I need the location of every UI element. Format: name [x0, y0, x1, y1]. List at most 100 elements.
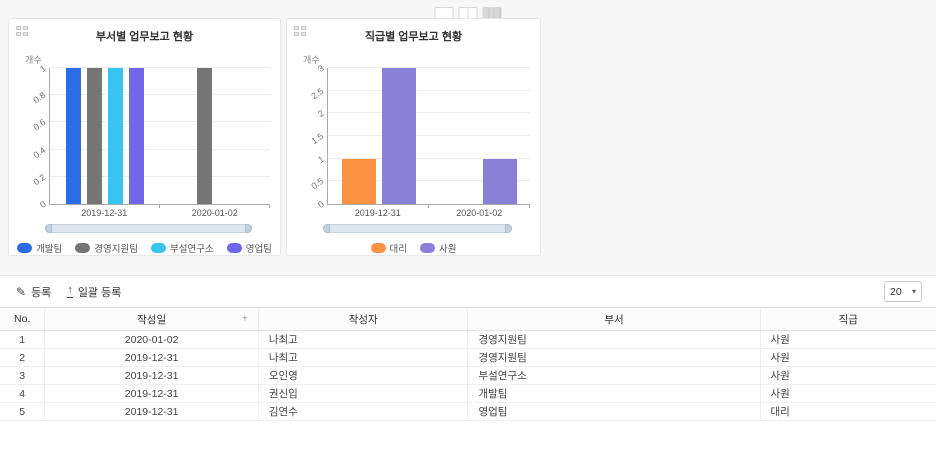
gridline [50, 94, 270, 96]
pencil-icon: ✎ [16, 284, 27, 299]
table-header-row: No. 작성일 + 작성자 부서 직급 [0, 307, 936, 331]
legend-item-개발팀[interactable]: 개발팀 [17, 241, 62, 255]
charts-section: 부서별 업무보고 현황 개수 0 0.2 0.4 0.6 0.8 1 2019-12-31… [0, 7, 936, 276]
expand-icon[interactable] [294, 26, 306, 36]
register-button-label: 등록 [31, 286, 52, 299]
sort-button[interactable]: + [241, 313, 248, 325]
x-axis-labels: 2019-12-31 2020-01-02 [327, 205, 530, 219]
y-tick-label: 0.5 [309, 176, 326, 192]
column-header-4[interactable]: 부서 [467, 307, 761, 331]
table-cell: 2019-12-31 [44, 402, 259, 421]
column-header-2[interactable]: 작성일 + [44, 307, 259, 331]
table-cell: 나최고 [258, 348, 469, 367]
y-axis-unit-label: 개수 [25, 55, 42, 65]
table-row[interactable]: 5 2019-12-31 김연수 영업팀 대리 [0, 402, 936, 421]
table-cell: 경영지원팀 [467, 330, 761, 349]
register-button[interactable]: ✎ 등록 [16, 284, 51, 300]
y-tick-label: 2 [316, 108, 326, 120]
datazoom-left-handle[interactable] [45, 224, 52, 234]
datazoom-slider[interactable] [323, 224, 512, 234]
legend-item-대리[interactable]: 대리 [370, 241, 407, 255]
legend-swatch [151, 243, 166, 253]
table-cell: 2 [0, 348, 46, 367]
table-cell: 5 [0, 402, 46, 421]
y-tick-label: 0.8 [31, 90, 48, 106]
bar-경영지원팀 [197, 68, 212, 205]
gridline [50, 121, 270, 123]
legend-item-사원[interactable]: 사원 [420, 241, 456, 255]
table-row[interactable]: 4 2019-12-31 권신입 개발팀 사원 [0, 384, 936, 403]
datazoom-right-handle[interactable] [505, 224, 512, 234]
bar-대리 [341, 158, 376, 205]
gridline [50, 175, 270, 177]
x-tick-label: 2020-01-02 [429, 205, 531, 219]
legend-item-부설연구소[interactable]: 부설연구소 [151, 241, 214, 255]
table-cell: 권신입 [258, 384, 469, 403]
table-cell: 2019-12-31 [44, 384, 259, 403]
legend-item-영업팀[interactable]: 영업팀 [226, 241, 272, 255]
legend-swatch [370, 243, 386, 253]
legend-swatch [17, 243, 33, 253]
table-cell: 개발팀 [467, 384, 761, 403]
legend-swatch [75, 243, 91, 253]
column-header-5[interactable]: 직급 [760, 307, 936, 331]
bulk-register-button[interactable]: ↑ 일괄 등록 [67, 284, 121, 300]
gridline [328, 67, 530, 68]
y-tick-label: 0.4 [31, 144, 48, 160]
bar-경영지원팀 [87, 68, 102, 205]
expand-icon[interactable] [16, 26, 28, 36]
table-cell: 4 [0, 384, 46, 403]
legend-label: 개발팀 [36, 244, 63, 255]
bar-개발팀 [66, 68, 81, 205]
table-row[interactable]: 2 2019-12-31 나최고 경영지원팀 사원 [0, 348, 936, 367]
y-axis-unit-label: 개수 [303, 55, 320, 65]
plot-area: 0 0.2 0.4 0.6 0.8 1 [32, 63, 270, 210]
y-tick-label: 0 [38, 199, 48, 211]
gridline [50, 148, 270, 150]
x-tick-label: 2019-12-31 [49, 205, 160, 219]
table-cell: 1 [0, 330, 46, 349]
legend-label: 경영지원팀 [94, 244, 138, 255]
table-cell: 2019-12-31 [44, 348, 259, 367]
table-cell: 사원 [760, 366, 936, 385]
chart-legend: 대리 사원 [287, 241, 540, 255]
y-tick-label: 2.5 [309, 85, 326, 101]
x-axis-labels: 2019-12-31 2020-01-02 [49, 205, 270, 219]
bar-사원 [482, 158, 517, 205]
gridline [328, 112, 530, 114]
datazoom-left-handle[interactable] [323, 224, 330, 234]
bar-영업팀 [129, 68, 144, 205]
datazoom-slider[interactable] [45, 224, 252, 234]
table-cell: 대리 [760, 402, 936, 421]
grid-section: ✎ 등록 ↑ 일괄 등록 20 ▾ No. 작성일 + 작성자 부서 직급 1 2020-0… [0, 276, 936, 421]
plot-area: 0 0.5 1 1.5 2 2.5 3 [310, 63, 530, 210]
x-tick-label: 2020-01-02 [160, 205, 271, 219]
table-row[interactable]: 1 2020-01-02 나최고 경영지원팀 사원 [0, 330, 936, 349]
column-header-1[interactable]: No. [0, 307, 46, 331]
table-cell: 사원 [760, 330, 936, 349]
y-tick-label: 1 [316, 153, 326, 165]
datazoom-right-handle[interactable] [245, 224, 252, 234]
bar-부설연구소 [108, 68, 123, 205]
gridline [328, 157, 530, 159]
table-cell: 2020-01-02 [44, 330, 259, 349]
table-cell: 영업팀 [467, 402, 761, 421]
page-size-value: 20 [890, 285, 902, 298]
y-tick-label: 1.5 [309, 130, 326, 147]
table-cell: 2019-12-31 [44, 366, 259, 385]
chevron-down-icon: ▾ [911, 287, 916, 296]
page-size-select[interactable]: 20 ▾ [884, 281, 922, 302]
table-cell: 경영지원팀 [467, 348, 761, 367]
table-cell: 사원 [760, 384, 936, 403]
table-cell: 3 [0, 366, 46, 385]
chart-title: 부서별 업무보고 현황 [95, 31, 194, 43]
table-cell: 사원 [760, 348, 936, 367]
table-row[interactable]: 3 2019-12-31 오인영 부설연구소 사원 [0, 366, 936, 385]
y-tick-label: 0.6 [31, 117, 48, 133]
gridline [50, 67, 270, 68]
gridline [328, 180, 530, 182]
report-table: No. 작성일 + 작성자 부서 직급 1 2020-01-02 나최고 경영지원팀 사원 2 201… [0, 307, 936, 421]
legend-item-경영지원팀[interactable]: 경영지원팀 [75, 241, 138, 255]
column-header-3[interactable]: 작성자 [258, 307, 469, 331]
table-cell: 부설연구소 [467, 366, 761, 385]
